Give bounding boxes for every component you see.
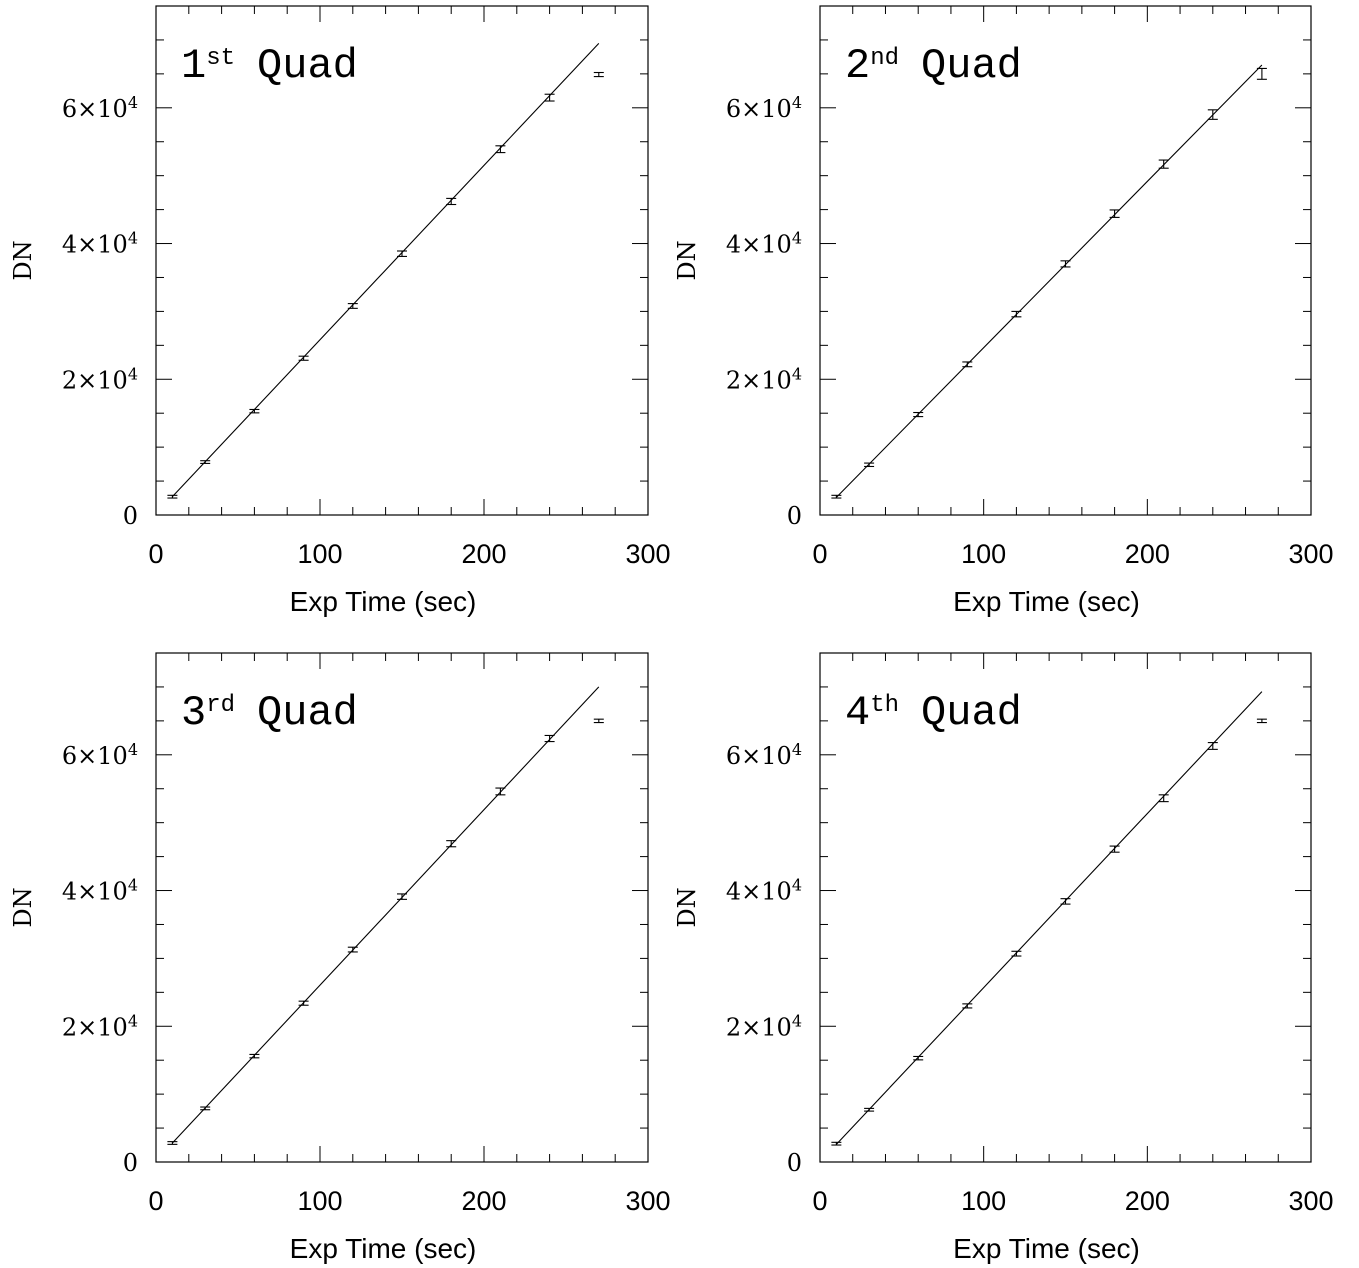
data-point xyxy=(1060,260,1071,268)
y-tick-label: 0 xyxy=(123,1149,138,1177)
plot-frame xyxy=(819,5,1312,516)
x-tick-label: 200 xyxy=(1125,539,1170,569)
data-point xyxy=(446,197,457,206)
y-tick-label: 2×104 xyxy=(62,364,138,395)
data-point xyxy=(298,355,309,361)
plot-frame xyxy=(155,5,649,516)
data-point xyxy=(1011,310,1022,318)
fit-line xyxy=(835,691,1263,1145)
x-tick-label: 200 xyxy=(461,539,506,569)
data-point xyxy=(167,1141,178,1145)
fit-line xyxy=(171,686,600,1144)
data-point xyxy=(1011,950,1022,957)
x-tick-label: 100 xyxy=(297,539,342,569)
data-point xyxy=(1109,845,1120,853)
data-point xyxy=(864,1107,875,1112)
data-point xyxy=(593,71,604,78)
x-tick-label: 200 xyxy=(461,1186,506,1216)
fit-line xyxy=(171,42,600,498)
x-axis-label: Exp Time (sec) xyxy=(953,586,1140,617)
data-point xyxy=(397,893,407,900)
chart-panel-quad-2: 0 100 200 300 0 2×104 4×104 6×104 Exp Time (sec)… xyxy=(673,5,1334,617)
x-tick-label: 200 xyxy=(1125,1186,1170,1216)
y-tick-label: 4×104 xyxy=(726,228,802,258)
data-point xyxy=(913,1055,924,1061)
data-point xyxy=(864,462,875,468)
data-point xyxy=(200,460,211,464)
data-point xyxy=(1109,209,1120,218)
data-point xyxy=(1207,742,1218,750)
plot-frame xyxy=(155,652,649,1163)
x-tick-label: 0 xyxy=(812,539,827,569)
data-point xyxy=(397,250,407,257)
chart-panel-quad-4: 0 100 200 300 0 2×104 4×104 6×104 Exp Time (sec)… xyxy=(673,652,1334,1264)
x-tick-label: 300 xyxy=(625,539,670,569)
plot-frame xyxy=(819,652,1312,1163)
data-point xyxy=(1256,67,1267,80)
data-point xyxy=(200,1106,211,1111)
y-axis-label: DN xyxy=(9,887,37,927)
data-point xyxy=(1207,109,1218,120)
y-tick-label: 0 xyxy=(787,502,802,530)
x-tick-label: 0 xyxy=(812,1186,827,1216)
data-point xyxy=(495,145,506,154)
data-point xyxy=(347,303,358,309)
y-tick-label: 2×104 xyxy=(62,1011,138,1042)
data-point xyxy=(298,1000,309,1006)
data-point xyxy=(593,718,604,724)
y-tick-label: 2×104 xyxy=(726,364,802,395)
x-tick-label: 0 xyxy=(148,1186,163,1216)
data-point xyxy=(1158,159,1169,169)
panel-title: 1st Quad xyxy=(181,42,358,90)
data-point xyxy=(495,787,506,796)
data-point xyxy=(249,1053,260,1059)
y-tick-label: 0 xyxy=(787,1149,802,1177)
data-point xyxy=(913,411,924,418)
y-axis-label: DN xyxy=(673,887,701,927)
data-point xyxy=(1158,794,1169,803)
y-tick-label: 6×104 xyxy=(726,92,802,123)
x-tick-label: 100 xyxy=(297,1186,342,1216)
x-tick-label: 100 xyxy=(961,539,1006,569)
chart-panel-quad-1: 0 100 200 300 0 2×104 4×104 6×104 Exp Time (sec)… xyxy=(9,5,671,617)
panel-title: 3rd Quad xyxy=(181,689,358,737)
data-point xyxy=(347,946,358,953)
y-tick-label: 4×104 xyxy=(62,875,138,906)
data-point xyxy=(962,1003,973,1009)
data-point xyxy=(249,408,260,414)
x-tick-label: 300 xyxy=(1288,539,1333,569)
x-axis-label: Exp Time (sec) xyxy=(290,586,477,617)
data-point xyxy=(544,734,555,743)
x-axis-label: Exp Time (sec) xyxy=(290,1233,477,1264)
x-tick-label: 100 xyxy=(961,1186,1006,1216)
data-point xyxy=(1060,898,1071,905)
data-point xyxy=(831,1141,842,1146)
y-tick-label: 6×104 xyxy=(62,92,138,123)
panel-title: 4th Quad xyxy=(845,689,1022,737)
data-point xyxy=(167,494,178,499)
y-axis-label: DN xyxy=(9,240,37,280)
data-point xyxy=(1256,718,1267,724)
data-point xyxy=(962,361,973,368)
y-axis-label: DN xyxy=(673,240,701,280)
y-tick-label: 4×104 xyxy=(726,875,802,906)
fit-line xyxy=(835,64,1263,498)
chart-panel-quad-3: 0 100 200 300 0 2×104 4×104 6×104 Exp Time (sec)… xyxy=(9,652,671,1264)
y-tick-label: 6×104 xyxy=(726,739,802,770)
data-point xyxy=(446,840,457,848)
x-tick-label: 0 xyxy=(148,539,163,569)
x-tick-label: 300 xyxy=(625,1186,670,1216)
y-tick-label: 0 xyxy=(123,502,138,530)
panel-title: 2nd Quad xyxy=(845,42,1022,90)
y-tick-label: 4×104 xyxy=(62,228,138,258)
y-tick-label: 6×104 xyxy=(62,739,138,770)
data-point xyxy=(544,93,555,102)
x-axis-label: Exp Time (sec) xyxy=(953,1233,1140,1264)
y-tick-label: 2×104 xyxy=(726,1011,802,1042)
x-tick-label: 300 xyxy=(1288,1186,1333,1216)
data-point xyxy=(831,494,842,499)
